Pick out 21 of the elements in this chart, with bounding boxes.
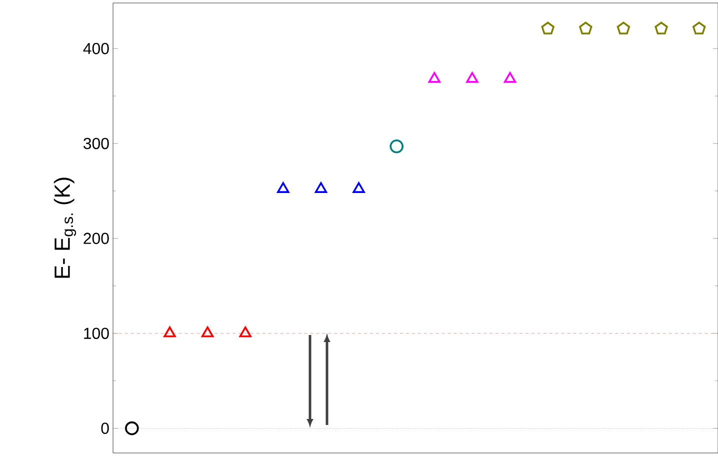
point <box>314 182 328 193</box>
point <box>541 22 554 34</box>
point <box>428 72 441 83</box>
y-tick-label: 300 <box>84 138 109 150</box>
point <box>466 72 478 83</box>
point <box>579 22 592 34</box>
point <box>616 22 630 34</box>
point <box>352 182 365 193</box>
point <box>277 182 290 193</box>
y-tick-label: 400 <box>83 42 109 54</box>
point <box>504 72 516 83</box>
point <box>390 139 404 154</box>
y-tick-label: 200 <box>84 232 109 244</box>
y-tick-label: 100 <box>84 328 109 340</box>
point <box>654 22 668 34</box>
point <box>164 326 176 338</box>
point <box>692 22 706 34</box>
y-tick-label: 0 <box>101 422 109 434</box>
y-axis-title: E- E$_{g.s.}$ (K) <box>54 178 76 278</box>
point <box>201 326 214 338</box>
point <box>239 326 252 338</box>
